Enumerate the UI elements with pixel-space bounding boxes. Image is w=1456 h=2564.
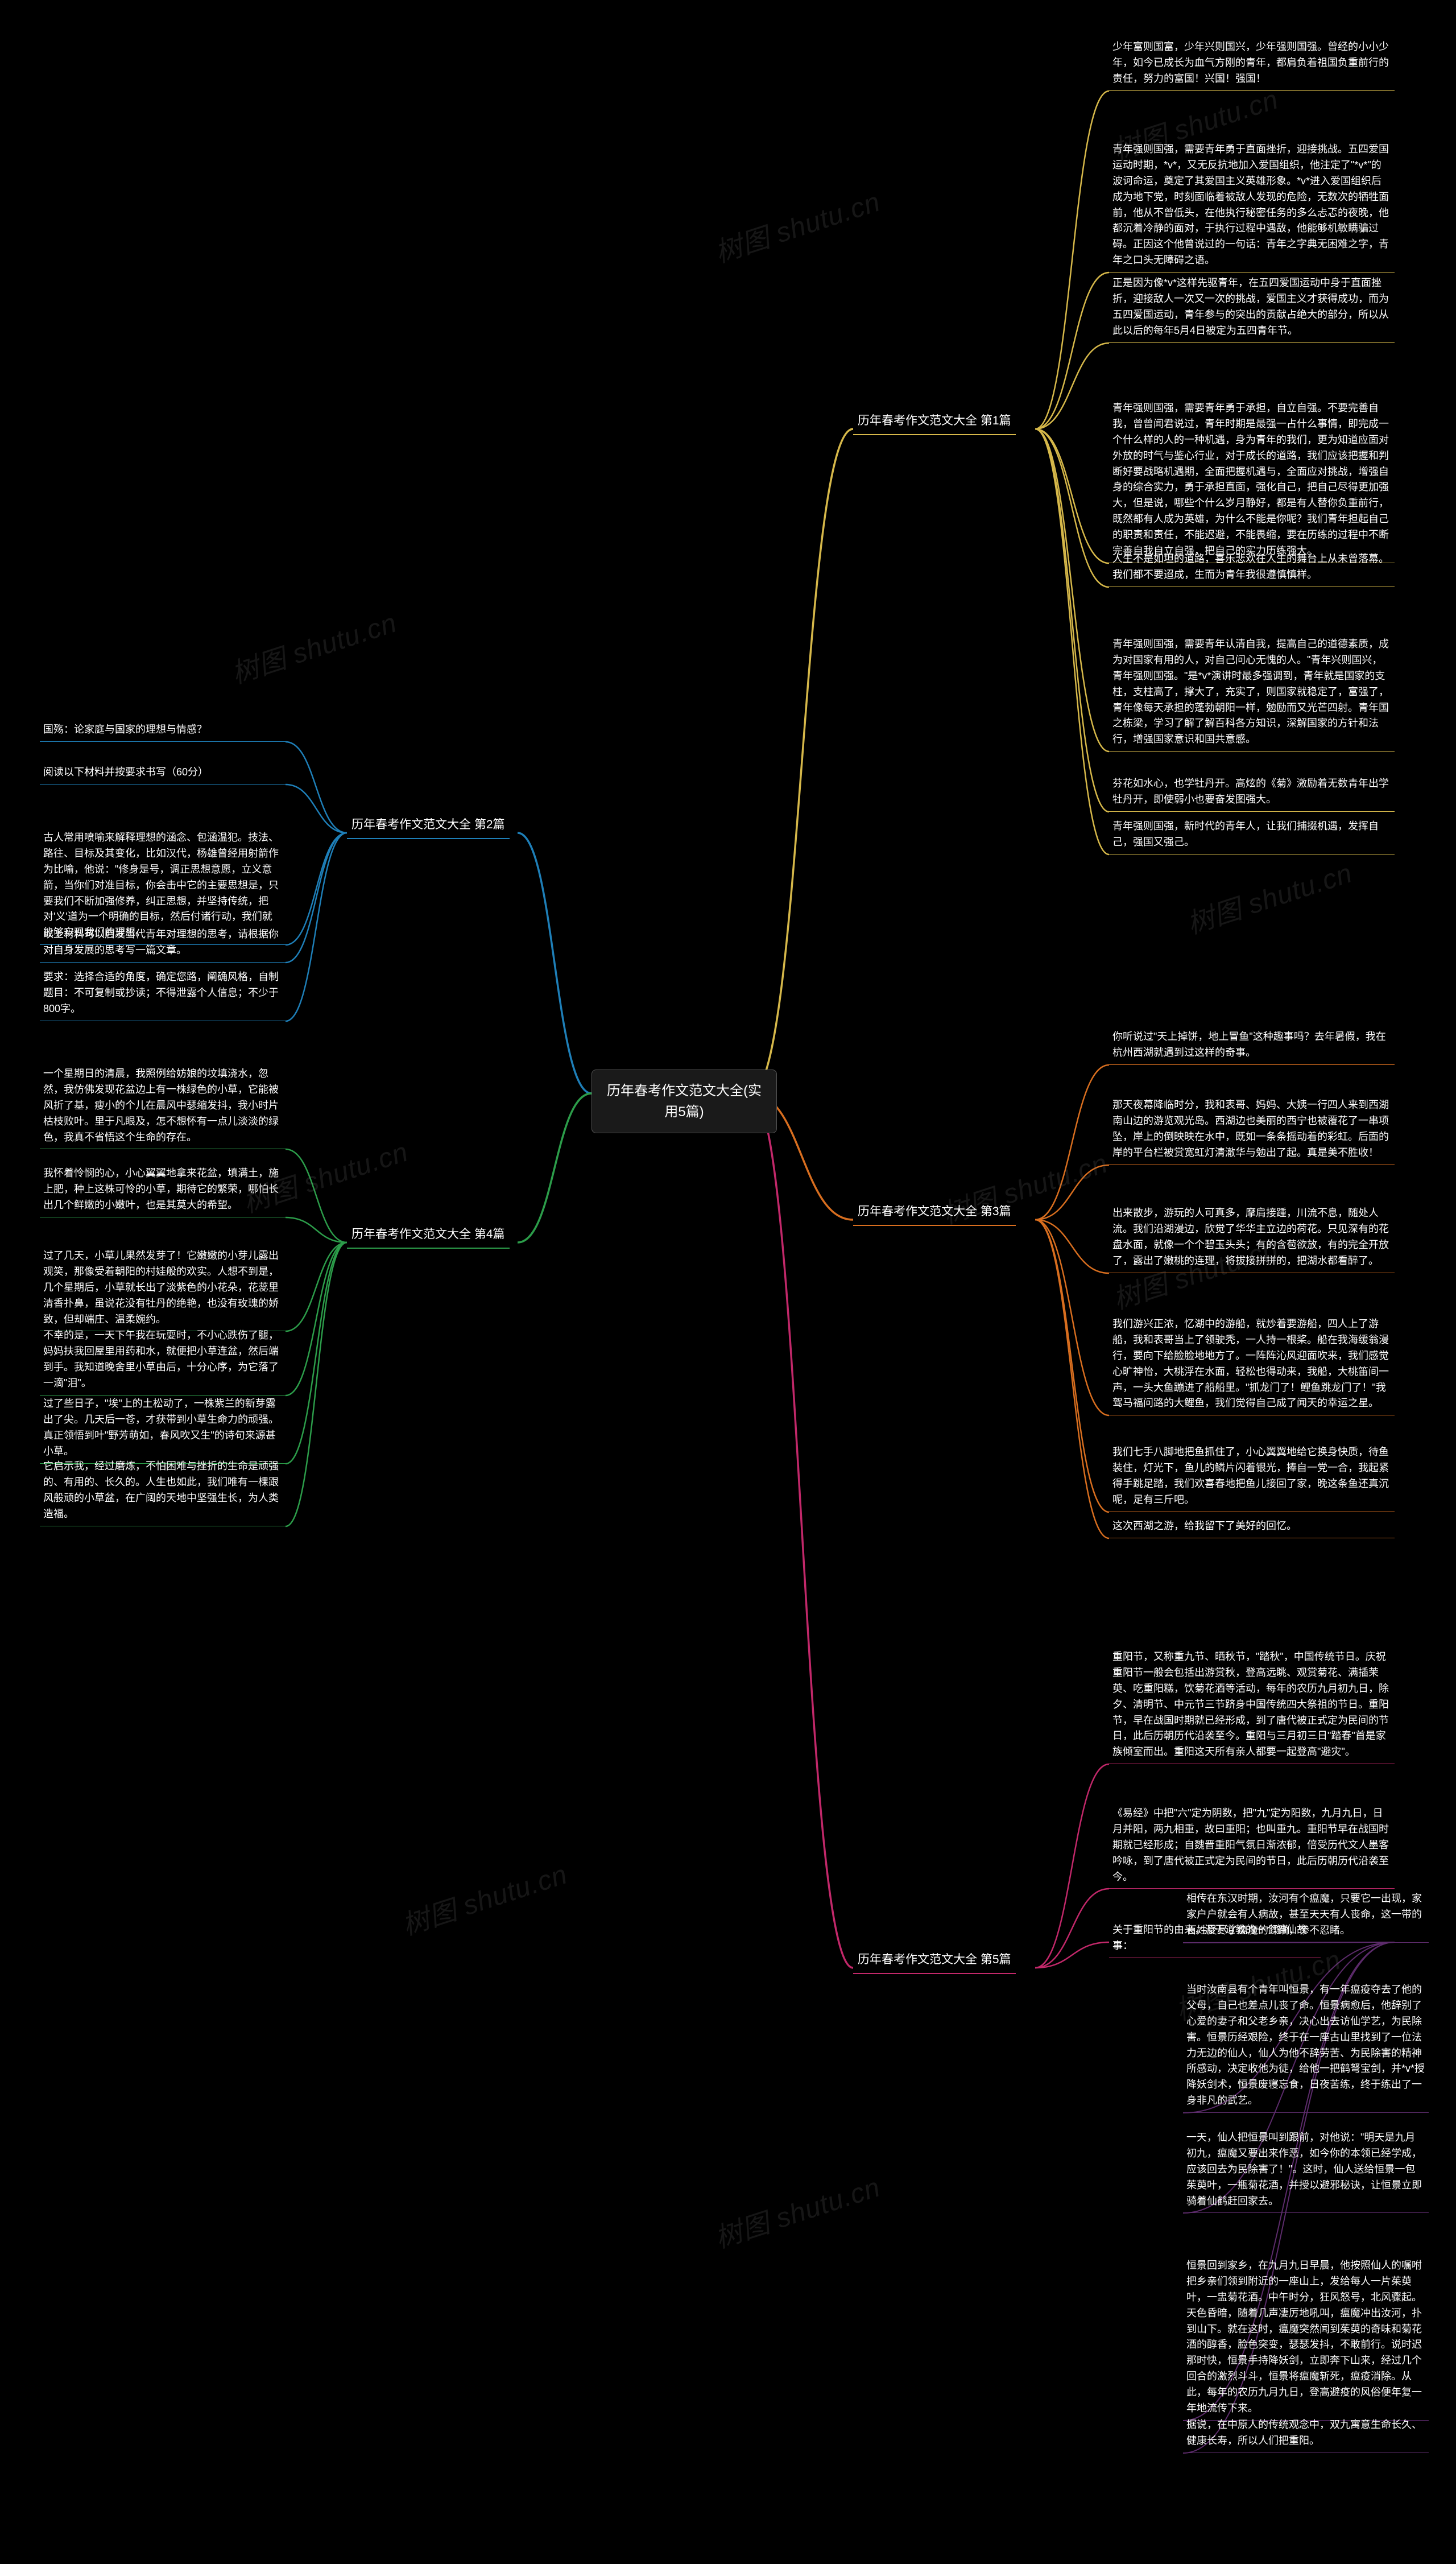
leaf-node: 当时汝南县有个青年叫恒景，有一年瘟疫夺去了他的父母，自己也差点儿丧了命。恒景病愈…: [1183, 1980, 1429, 2113]
branch-label: 历年春考作文范文大全 第5篇: [853, 1948, 1016, 1974]
leaf-node: 这次西湖之游，给我留下了美好的回忆。: [1109, 1516, 1395, 1538]
leaf-node: 少年富则国富，少年兴则国兴，少年强则国强。曾经的小小少年，如今已成长为血气方刚的…: [1109, 37, 1395, 91]
leaf-node: 过了些日子，"埃"上的土松动了，一株紫兰的新芽露出了尖。几天后一苍，才获带到小草…: [40, 1394, 286, 1464]
leaf-node: 你听说过"天上掉饼，地上冒鱼"这种趣事吗？去年暑假，我在杭州西湖就遇到过这样的奇…: [1109, 1027, 1395, 1065]
leaf-node: 恒景回到家乡，在九月九日早晨，他按照仙人的嘱咐把乡亲们领到附近的一座山上，发给每…: [1183, 2256, 1429, 2421]
leaf-node: 我们七手八脚地把鱼抓住了，小心翼翼地给它换身快质，待鱼装住，灯光下，鱼儿的鳞片闪…: [1109, 1442, 1395, 1512]
leaf-node: 芬花如水心，也学牡丹开。高炫的《菊》激励着无数青年出学牡丹开，即使弱小也要奋发图…: [1109, 774, 1395, 812]
leaf-node: 出来散步，游玩的人可真多，摩肩接踵，川流不息，随处人流。我们沿湖漫边，欣觉了华华…: [1109, 1203, 1395, 1273]
leaf-node: 我怀着怜悯的心，小心翼翼地拿来花盆，填满土，施上肥，种上这株可怜的小草，期待它的…: [40, 1163, 286, 1217]
leaf-node: 一天，仙人把恒景叫到跟前，对他说："明天是九月初九，瘟魔又要出来作恶，如今你的本…: [1183, 2128, 1429, 2213]
leaf-node: 以上材料可以启发当代青年对理想的思考，请根据你对自身发展的思考写一篇文章。: [40, 924, 286, 963]
leaf-node: 那天夜幕降临时分，我和表哥、妈妈、大姨一行四人来到西湖南山边的游览观光岛。西湖边…: [1109, 1095, 1395, 1165]
leaf-node: 要求：选择合适的角度，确定您路，阐确风格，自制题目：不可复制或抄读；不得泄露个人…: [40, 967, 286, 1021]
root-node: 历年春考作文范文大全(实 用5篇): [592, 1070, 777, 1133]
leaf-node: 我们游兴正浓，忆湖中的游船，就炒着要游船，四人上了游船，我和表哥当上了领驶秃，一…: [1109, 1314, 1395, 1415]
leaf-node: 国殇：论家庭与国家的理想与情感？: [40, 720, 286, 742]
leaf-node: 相传在东汉时期，汝河有个瘟魔，只要它一出现，家家户户就会有人病故，甚至天天有人丧…: [1183, 1889, 1429, 1943]
leaf-node: 青年强则国强，需要青年认清自我，提高自己的道德素质，成为对国家有用的人，对自己问…: [1109, 634, 1395, 752]
branch-label: 历年春考作文范文大全 第3篇: [853, 1200, 1016, 1226]
branch-label: 历年春考作文范文大全 第2篇: [347, 814, 510, 839]
leaf-node: 《易经》中把"六"定为阴数，把"九"定为阳数，九月九日，日月并阳，两九相重，故曰…: [1109, 1803, 1395, 1889]
branch-label: 历年春考作文范文大全 第4篇: [347, 1223, 510, 1249]
leaf-node: 重阳节，又称重九节、晒秋节，"踏秋"，中国传统节日。庆祝重阳节一般会包括出游赏秋…: [1109, 1647, 1395, 1764]
leaf-node: 人生不是如坦的道路，喜乐悲欢在人生的舞台上从未曾落幕。我们都不要迢成，生而为青年…: [1109, 549, 1395, 587]
leaf-node: 它启示我，经过磨炼，不怕困难与挫折的生命是顽强的、有用的、长久的。人生也如此，我…: [40, 1456, 286, 1526]
leaf-node: 青年强则国强，需要青年勇于承担，自立自强。不要完善自我，曾曾闻君说过，青年时期是…: [1109, 398, 1395, 563]
leaf-node: 过了几天，小草儿果然发芽了！它嫩嫩的小芽儿露出观笑，那像受着朝阳的村娃般的欢实。…: [40, 1246, 286, 1331]
mindmap-canvas: 历年春考作文范文大全(实 用5篇) 树图 shutu.cn树图 shutu.cn…: [0, 0, 1456, 2564]
leaf-node: 阅读以下材料并按要求书写（60分）: [40, 762, 286, 785]
leaf-node: 据说，在中原人的传统观念中，双九寓意生命长久、健康长寿，所以人们把重阳。: [1183, 2415, 1429, 2453]
leaf-node: 青年强则国强，新时代的青年人，让我们捕掇机遇，发挥自己，强国又强己。: [1109, 816, 1395, 854]
leaf-node: 一个星期日的清晨，我照例给妨娘的坟填浇水，忽然，我仿佛发现花盆边上有一株绿色的小…: [40, 1064, 286, 1149]
branch-label: 历年春考作文范文大全 第1篇: [853, 410, 1016, 435]
leaf-node: 不幸的是，一天下午我在玩耍时，不小心跌伤了腿，妈妈扶我回屋里用药和水，就便把小草…: [40, 1326, 286, 1395]
leaf-node: 青年强则国强，需要青年勇于直面挫折，迎接挑战。五四爱国运动时期，*v*，又无反抗…: [1109, 139, 1395, 272]
leaf-node: 正是因为像*v*这样先驱青年，在五四爱国运动中身于直面挫折，迎接敌人一次又一次的…: [1109, 273, 1395, 343]
